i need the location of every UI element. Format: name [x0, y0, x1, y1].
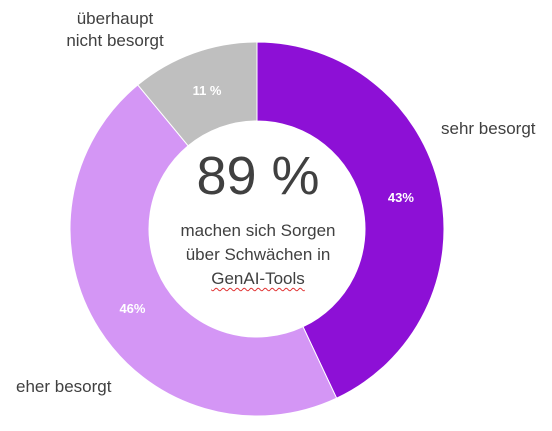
center-line-2: über Schwächen in	[185, 245, 331, 264]
label-nicht-besorgt: überhaupt nicht besorgt	[55, 8, 175, 52]
slice-value-labels: 43% 46% 11 %	[119, 83, 414, 316]
label-eher-besorgt: eher besorgt	[16, 377, 112, 396]
slice-value-label: 11 %	[193, 83, 222, 98]
donut-slice-eher-besorgt	[69, 84, 338, 417]
center-line-1: machen sich Sorgen	[180, 221, 336, 240]
donut-slice-sehr-besorgt	[256, 41, 445, 399]
donut-slices	[69, 41, 445, 417]
slice-value-label: 46%	[119, 301, 145, 316]
label-nicht-besorgt-line1: überhaupt	[76, 9, 154, 28]
center-percentage: 89 %	[196, 146, 320, 206]
center-line-3: GenAI-Tools	[148, 267, 368, 291]
slice-value-label: 43%	[388, 190, 414, 205]
donut-slice-überhaupt-nicht-besorgt	[137, 41, 258, 147]
label-nicht-besorgt-line2: nicht besorgt	[66, 31, 164, 50]
center-description: machen sich Sorgen über Schwächen in Gen…	[148, 219, 368, 291]
label-sehr-besorgt: sehr besorgt	[441, 119, 536, 138]
center-line-3-text: GenAI-Tools	[211, 269, 305, 288]
